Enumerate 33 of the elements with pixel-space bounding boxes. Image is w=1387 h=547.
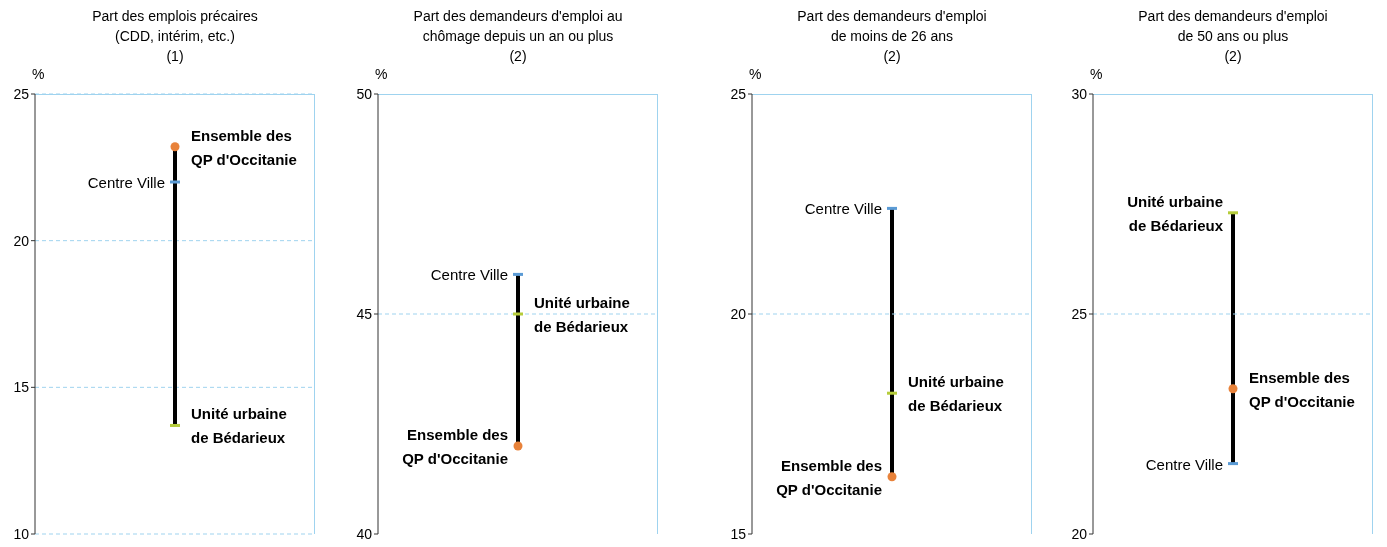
y-tick-label: 25	[730, 85, 747, 102]
y-tick-label: 20	[730, 305, 747, 322]
y-axis-title: %	[1090, 66, 1103, 82]
chart-title: Part des demandeurs d'emploi au chômage depuis un an ou plus (2)	[412, 7, 624, 66]
series-label: Unité urbaine de Bédarieux	[1127, 192, 1224, 234]
series-label: Centre Ville	[87, 173, 165, 191]
series-label: Centre Ville	[804, 199, 882, 217]
y-tick-label: 25	[13, 85, 30, 102]
series-label: Unité urbaine de Bédarieux	[908, 372, 1004, 414]
series-label: Ensemble des QP d'Occitanie	[1249, 368, 1355, 410]
y-axis-title: %	[32, 66, 45, 82]
series-label: Unité urbaine de Bédarieux	[534, 293, 630, 335]
series-label: Ensemble des QP d'Occitanie	[402, 425, 508, 467]
series-label: Ensemble des QP d'Occitanie	[191, 126, 297, 168]
y-tick-label: 25	[1071, 305, 1088, 322]
series-label: Ensemble des QP d'Occitanie	[776, 456, 882, 498]
y-tick-label: 15	[13, 379, 30, 396]
y-tick-label: 20	[1071, 525, 1088, 542]
chart-title: Part des demandeurs d'emploi de 50 ans ou plus (2)	[1137, 7, 1329, 66]
y-axis-title: %	[749, 66, 762, 82]
y-tick-label: 15	[730, 525, 747, 542]
series-label: Centre Ville	[1145, 455, 1223, 473]
y-tick-label: 50	[356, 85, 373, 102]
series-label: Centre Ville	[430, 265, 508, 283]
y-axis-title: %	[375, 66, 388, 82]
y-tick-label: 45	[356, 305, 373, 322]
y-tick-label: 30	[1071, 85, 1088, 102]
y-tick-label: 10	[13, 525, 30, 542]
chart-title: Part des emplois précaires (CDD, intérim, etc.) (1)	[91, 7, 259, 66]
y-tick-label: 20	[13, 232, 30, 249]
series-label: Unité urbaine de Bédarieux	[191, 404, 287, 446]
y-tick-label: 40	[356, 525, 373, 542]
chart-title: Part des demandeurs d'emploi de moins de 26 ans (2)	[796, 7, 988, 66]
